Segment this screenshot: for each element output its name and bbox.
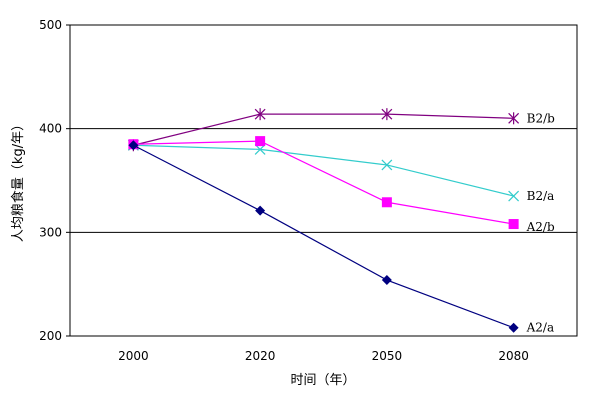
x-tick-label: 2050 xyxy=(372,349,403,363)
series-line xyxy=(133,140,514,225)
y-axis-title: 人均粮食量（kg/年） xyxy=(10,118,26,242)
data-point xyxy=(381,275,392,286)
data-point xyxy=(508,190,520,202)
y-tick-label: 400 xyxy=(39,122,62,136)
data-point xyxy=(255,205,266,216)
x-tick-label: 2080 xyxy=(498,349,529,363)
series-label: B2/b xyxy=(527,111,555,125)
x-axis-title: 时间（年） xyxy=(290,373,355,388)
data-point xyxy=(254,108,266,121)
y-tick-label: 500 xyxy=(39,18,62,32)
data-point xyxy=(508,219,519,230)
plot-area xyxy=(69,24,578,337)
series-label: B2/a xyxy=(527,189,555,203)
series-line xyxy=(133,113,514,146)
y-tick-label: 200 xyxy=(39,329,62,343)
series-group: B2/b B2/a A2/b A2/a xyxy=(127,108,555,335)
data-point xyxy=(381,108,393,121)
series-a2-a: A2/a xyxy=(128,140,555,335)
series-line xyxy=(133,144,514,329)
series-b2-b: B2/b xyxy=(127,108,555,152)
x-tick-label: 2000 xyxy=(118,349,149,363)
y-tick-label: 300 xyxy=(39,225,62,239)
series-label: A2/a xyxy=(526,321,555,335)
data-point xyxy=(255,136,266,147)
data-point xyxy=(128,140,139,151)
data-point xyxy=(381,159,393,171)
data-point xyxy=(508,322,519,333)
gridlines xyxy=(70,128,577,233)
x-axis-ticks: 2000 2020 2050 2080 xyxy=(118,349,529,363)
data-point xyxy=(508,112,520,125)
series-line xyxy=(133,144,514,197)
y-axis-ticks: 200 300 400 500 xyxy=(39,18,70,343)
data-point xyxy=(381,197,392,208)
series-label: A2/b xyxy=(526,220,555,234)
x-tick-label: 2020 xyxy=(245,349,276,363)
